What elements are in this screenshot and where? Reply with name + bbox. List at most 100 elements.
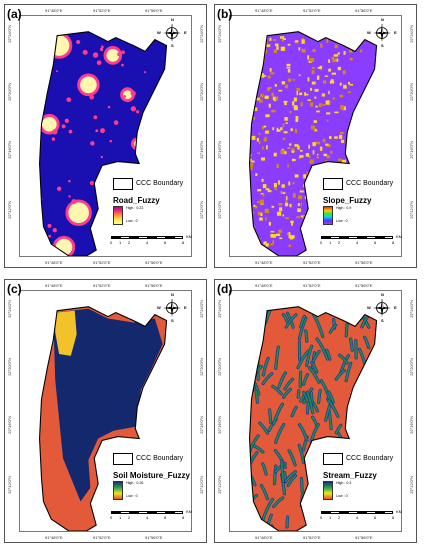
slope-cell [240,102,242,104]
slope-cell [301,39,305,44]
slope-cell [278,203,283,206]
slope-cell [238,164,240,166]
slope-cell [259,217,263,221]
slope-cell [265,188,270,191]
slope-cell [256,42,260,46]
map-frame [19,15,192,257]
slope-cell [263,241,267,245]
slope-cell [288,235,293,239]
slope-cell [322,226,327,231]
scale-tick: 0 [320,240,323,245]
longitude-label: 91°48'0"E [45,8,63,13]
slope-cell [316,110,320,113]
longitude-label: 91°56'0"E [145,260,163,265]
slope-cell [341,38,346,43]
stream-buffer-inner [311,416,318,427]
stream-buffer-inner [273,465,277,485]
slope-cell [261,178,264,182]
ccc-boundary-line [39,306,168,531]
slope-cell [272,127,275,131]
legend-title: Stream_Fuzzy [323,471,377,480]
slope-cell [330,79,334,82]
boundary-swatch [323,177,343,190]
longitude-label: 91°52'0"E [93,260,111,265]
slope-cell [290,128,293,132]
stream-buffer-outer [357,388,365,399]
longitude-label: 91°52'0"E [93,8,111,13]
latitude-label: 22°12'0"N [409,476,414,494]
scale-tick: 6 [164,515,167,520]
slope-cell [294,144,299,147]
stream-buffer-inner [282,313,289,323]
slope-cell [292,182,295,185]
road-cell [121,50,125,55]
stream-buffer-inner [345,362,352,382]
slope-cell [250,164,253,168]
slope-cell [340,131,344,134]
stream-buffer-inner [249,435,259,457]
scale-segment [174,511,183,514]
scale-segment [330,511,339,514]
scale-segment [384,511,393,514]
scale-bar: 0 1 2 4 6 8 KM [320,234,402,245]
scale-tick: 2 [128,515,131,520]
slope-cell [320,225,323,228]
longitude-label: 91°56'0"E [145,535,163,540]
north-arrow-icon: N S E W [157,17,187,48]
slope-cell [322,138,326,143]
compass-letter-s: S [171,43,174,48]
stream-buffer-inner [297,350,310,369]
compass-letter-n: N [381,292,384,297]
road-cell [95,222,100,227]
slope-cell [302,214,306,219]
slope-cell [295,40,299,43]
slope-cell [316,196,319,201]
slope-cell [298,74,301,77]
map-frame [19,290,192,532]
slope-cell [279,237,283,240]
scale-segment [375,511,384,514]
slope-cell [262,184,267,189]
slope-cell [296,90,299,96]
slope-cell [326,112,331,115]
slope-cell [271,92,275,97]
slope-cell [293,97,297,102]
slope-cell [341,159,347,164]
slope-cell [264,95,269,99]
slope-cell [264,136,267,139]
slope-cell [339,82,342,86]
longitude-label: 91°56'0"E [355,260,373,265]
slope-cell [312,142,316,147]
slope-cell [320,146,323,151]
stream-buffer-inner [374,427,377,447]
road-cell [89,94,95,100]
slope-cell [318,211,322,215]
stream-buffer-inner [263,307,267,317]
slope-cell [305,153,310,157]
scale-segment [348,236,357,239]
slope-cell [256,77,259,82]
longitude-label: 91°48'0"E [255,260,273,265]
slope-cell [315,240,318,243]
slope-cell [273,182,277,188]
slope-cell [300,102,303,107]
longitude-label: 91°48'0"E [255,8,273,13]
color-ramp [113,206,123,225]
slope-cell [300,215,303,218]
longitude-label: 91°48'0"E [45,283,63,288]
slope-cell [324,75,328,77]
road-cell [96,60,102,66]
soil-zone-mid [55,310,77,356]
road-cell [100,45,104,49]
slope-cell [314,209,317,213]
slope-cell [281,37,284,42]
slope-cell [316,156,319,159]
map-legend: CCC Boundary Stream_Fuzzy High : 0.3 Low : … [323,450,405,500]
road-cell [95,242,101,248]
road-cell [130,106,137,112]
slope-cell [252,105,255,108]
slope-cell [289,110,292,114]
longitude-label: 91°52'0"E [303,8,321,13]
slope-cell [288,244,291,248]
scale-bar: 0 1 2 4 6 8 KM [110,234,192,245]
